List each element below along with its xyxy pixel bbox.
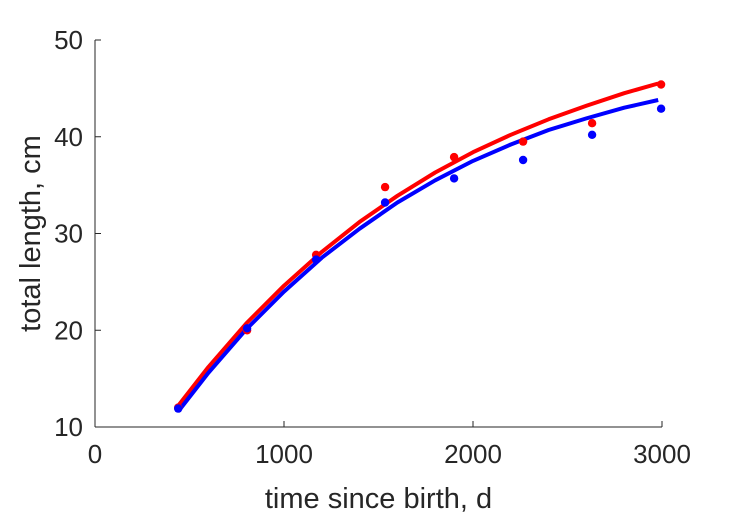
y-tick-label: 20 — [54, 315, 83, 345]
data-point-series-2 — [587, 130, 597, 139]
fit-curves — [176, 81, 659, 413]
fit-curve-1 — [176, 81, 659, 407]
y-tick-label: 50 — [54, 25, 83, 55]
data-point-series-2 — [311, 255, 321, 264]
x-tick-label: 2000 — [444, 439, 502, 469]
data-point-series-1 — [518, 137, 528, 146]
data-point-series-1 — [380, 182, 390, 192]
x-tick-label: 3000 — [633, 439, 691, 469]
y-tick-label: 10 — [54, 412, 83, 442]
data-point-series-2 — [449, 174, 459, 183]
data-points — [174, 80, 666, 413]
data-point-series-2 — [656, 104, 666, 113]
y-tick-label: 30 — [54, 219, 83, 249]
data-point-series-1 — [656, 80, 666, 89]
y-axis-title: total length, cm — [15, 135, 47, 332]
data-point-series-2 — [174, 404, 183, 413]
data-point-series-2 — [518, 155, 528, 165]
data-point-series-2 — [380, 198, 390, 207]
axes — [94, 40, 662, 428]
fit-curve-2 — [176, 98, 659, 413]
y-tick-label: 40 — [54, 122, 83, 152]
x-tick-label: 1000 — [255, 439, 313, 469]
ticks: 10 20 30 40 50 0 1000 2000 3000 — [54, 25, 691, 469]
data-point-series-1 — [449, 152, 459, 162]
data-point-series-2 — [242, 324, 252, 333]
data-point-series-1 — [587, 119, 597, 128]
x-axis-title: time since birth, d — [265, 483, 492, 515]
x-tick-label: 0 — [88, 439, 102, 469]
